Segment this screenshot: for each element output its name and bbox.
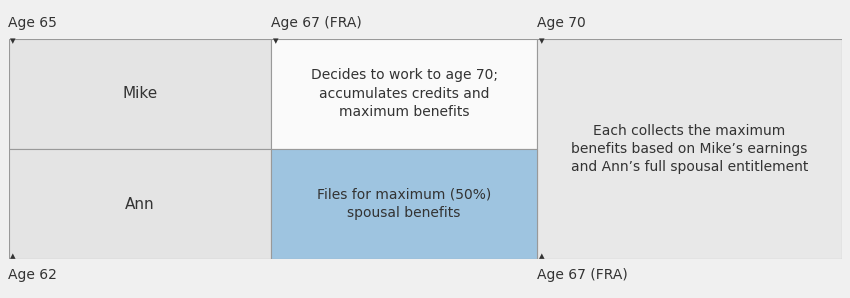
Text: Decides to work to age 70;
accumulates credits and
maximum benefits: Decides to work to age 70; accumulates c… bbox=[310, 69, 497, 119]
Text: Age 65: Age 65 bbox=[8, 16, 57, 30]
Text: Each collects the maximum
benefits based on Mike’s earnings
and Ann’s full spous: Each collects the maximum benefits based… bbox=[571, 124, 808, 174]
Text: Files for maximum (50%)
spousal benefits: Files for maximum (50%) spousal benefits bbox=[317, 188, 491, 220]
Bar bbox=[271, 149, 537, 259]
Text: Age 70: Age 70 bbox=[537, 16, 586, 30]
Text: Age 62: Age 62 bbox=[8, 268, 57, 282]
Text: Age 67 (FRA): Age 67 (FRA) bbox=[271, 16, 361, 30]
Text: ▾: ▾ bbox=[273, 36, 278, 46]
Text: ▴: ▴ bbox=[10, 251, 16, 261]
Text: ▾: ▾ bbox=[539, 36, 545, 46]
Text: Age 67 (FRA): Age 67 (FRA) bbox=[537, 268, 628, 282]
Text: Mike: Mike bbox=[122, 86, 157, 101]
Text: ▾: ▾ bbox=[10, 36, 16, 46]
Bar bbox=[537, 39, 842, 259]
Bar bbox=[8, 149, 271, 259]
Text: Ann: Ann bbox=[125, 197, 155, 212]
Text: ▴: ▴ bbox=[539, 251, 545, 261]
Bar bbox=[8, 39, 271, 149]
Bar bbox=[271, 39, 537, 149]
